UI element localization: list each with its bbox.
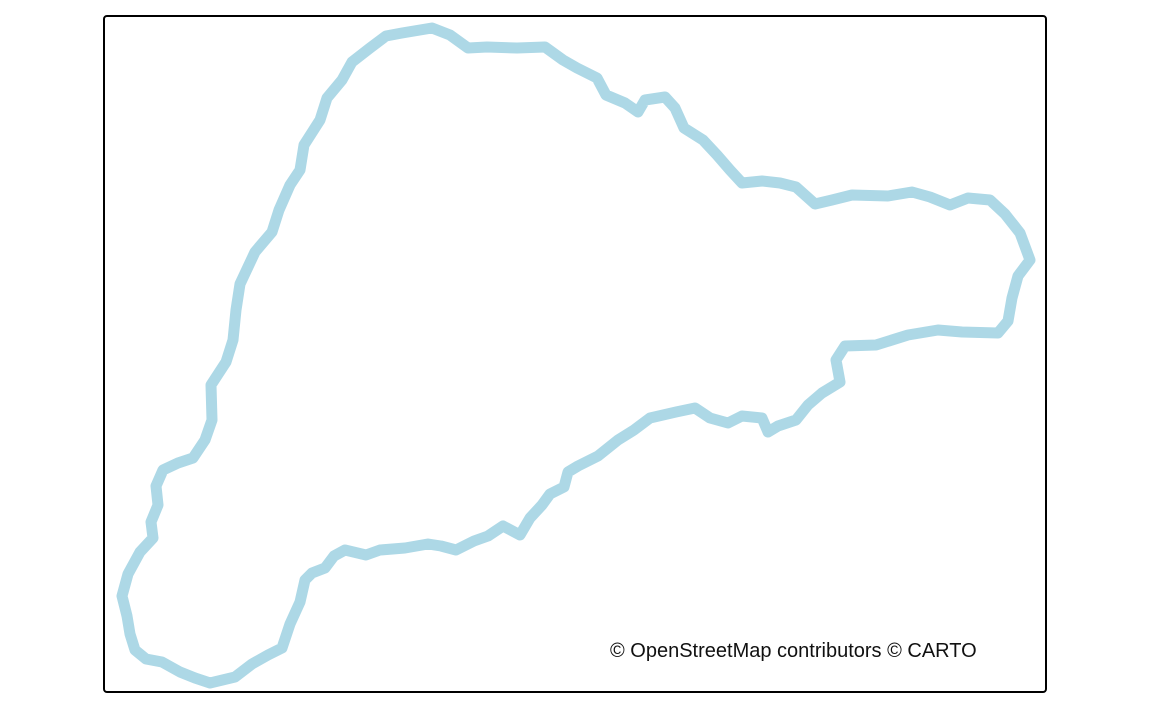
map-frame [103, 15, 1047, 693]
boundary-outline [116, 22, 1036, 689]
map-attribution: © OpenStreetMap contributors © CARTO [610, 640, 977, 662]
